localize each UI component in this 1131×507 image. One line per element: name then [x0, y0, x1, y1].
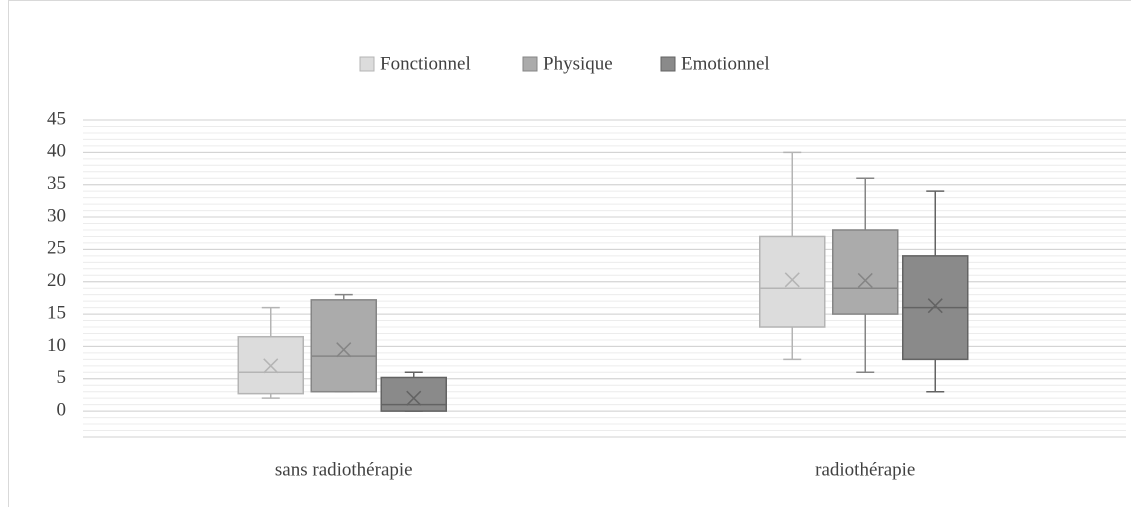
box	[759, 235, 826, 328]
y-tick-label: 5	[57, 367, 67, 388]
mean-marker	[784, 272, 800, 288]
mean-marker	[336, 342, 352, 358]
x-tick-label: sans radiothérapie	[275, 459, 413, 480]
y-tick-label: 45	[47, 108, 66, 129]
box	[310, 299, 377, 393]
legend-swatch	[359, 56, 375, 72]
legend-label: Fonctionnel	[380, 53, 471, 74]
box-group	[759, 151, 826, 361]
y-tick-label: 30	[47, 205, 66, 226]
box-group	[237, 306, 304, 399]
y-tick-label: 0	[57, 399, 67, 420]
box-group	[380, 371, 447, 412]
y-tick-label: 20	[47, 270, 66, 291]
y-tick-label: 40	[47, 141, 66, 162]
box	[832, 229, 899, 315]
y-tick-label: 35	[47, 173, 66, 194]
box-group	[310, 293, 377, 393]
legend-label: Emotionnel	[681, 53, 770, 74]
chart-border	[8, 0, 1131, 507]
box-group	[832, 177, 899, 374]
mean-marker	[927, 298, 943, 314]
y-tick-label: 15	[47, 302, 66, 323]
mean-marker	[857, 272, 873, 288]
y-tick-label: 25	[47, 238, 66, 259]
legend-swatch	[522, 56, 538, 72]
x-tick-label: radiothérapie	[815, 459, 915, 480]
legend-swatch	[660, 56, 676, 72]
legend-label: Physique	[543, 53, 613, 74]
y-tick-label: 10	[47, 335, 66, 356]
box-group	[902, 190, 969, 393]
box	[380, 376, 447, 412]
mean-marker	[263, 358, 279, 374]
mean-marker	[406, 390, 422, 406]
